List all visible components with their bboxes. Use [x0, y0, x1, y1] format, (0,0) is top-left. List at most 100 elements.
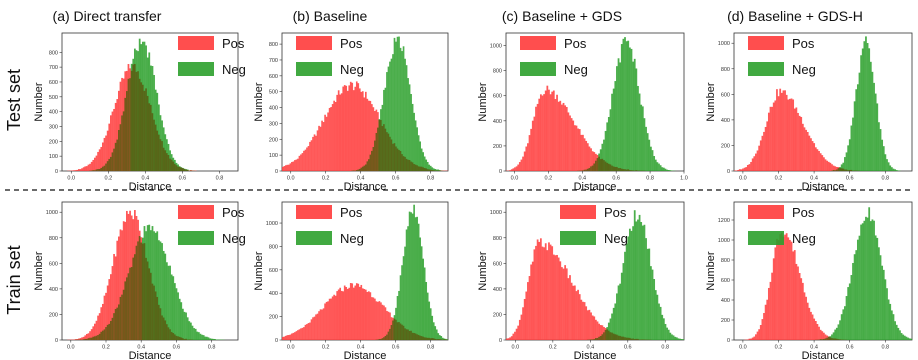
overlap-bar [431, 170, 434, 171]
neg-bar [907, 337, 909, 340]
overlap-bar [190, 170, 192, 171]
neg-bar [853, 254, 856, 340]
neg-bar [612, 307, 615, 340]
overlap-bar [632, 338, 634, 340]
pos-bar [803, 292, 806, 340]
pos-bar [368, 291, 370, 340]
neg-bar [892, 168, 895, 171]
overlap-bar [124, 97, 127, 171]
overlap-bar [839, 168, 841, 171]
legend-swatch-neg [748, 231, 784, 245]
legend-swatch-pos [560, 205, 596, 219]
pos-bar [86, 166, 88, 171]
overlap-bar [405, 158, 408, 171]
overlap-bar [164, 320, 167, 340]
y-tick-label: 600 [49, 261, 58, 267]
neg-bar [434, 326, 437, 340]
neg-bar [186, 317, 189, 340]
y-axis-label: Number [705, 251, 717, 290]
overlap-bar [386, 334, 388, 340]
pos-bar [567, 278, 570, 340]
overlap-bar [847, 170, 850, 171]
pos-bar [313, 316, 316, 340]
legend-label-neg: Neg [792, 231, 816, 246]
neg-bar [212, 338, 215, 340]
neg-bar [637, 219, 639, 340]
neg-bar [638, 93, 641, 171]
neg-bar [167, 265, 170, 340]
pos-bar [745, 167, 748, 171]
y-tick-label: 800 [269, 244, 278, 250]
pos-bar [291, 161, 293, 171]
pos-bar [583, 138, 586, 171]
overlap-bar [162, 147, 165, 171]
overlap-bar [416, 165, 418, 171]
pos-bar [750, 338, 752, 340]
neg-bar [640, 222, 643, 340]
overlap-bar [366, 161, 369, 171]
y-tick-label: 0 [727, 338, 730, 344]
pos-bar [517, 325, 520, 340]
pos-bar [315, 135, 317, 171]
pos-bar [510, 336, 513, 340]
neg-bar [401, 265, 403, 340]
neg-bar [193, 328, 195, 340]
overlap-bar [633, 339, 636, 340]
pos-bar [583, 302, 586, 340]
legend: Pos Neg [748, 205, 816, 246]
pos-bar [811, 141, 814, 171]
overlap-bar [166, 153, 168, 171]
pos-bar [354, 285, 357, 340]
neg-bar [837, 324, 840, 340]
y-tick-label: 800 [49, 236, 58, 242]
x-tick-label: 0.0 [512, 345, 520, 351]
histogram-panel: 0.0 0.2 0.4 0.6 0.8 0 200 400 600 800 1000 Distance… [477, 201, 685, 360]
overlap-bar [831, 338, 833, 340]
y-tick-label: 800 [721, 67, 730, 73]
pos-bar [798, 273, 801, 340]
pos-bar [78, 338, 80, 340]
pos-bar [358, 88, 361, 171]
overlap-bar [417, 334, 420, 340]
x-axis-label: Distance [129, 181, 172, 193]
overlap-bar [132, 64, 135, 171]
overlap-bar [410, 161, 412, 171]
neg-bar [666, 327, 668, 340]
pos-bar [121, 230, 123, 340]
pos-bar [769, 281, 772, 340]
y-tick-label: 1000 [718, 41, 730, 47]
overlap-bar [121, 294, 123, 340]
legend-swatch-neg [520, 62, 556, 76]
overlap-bar [92, 170, 95, 171]
pos-bar [108, 123, 111, 171]
pos-bar [533, 249, 536, 340]
neg-bar [847, 145, 850, 171]
overlap-bar [372, 146, 375, 171]
x-tick-label: 0.8 [646, 176, 654, 182]
overlap-bar [617, 168, 620, 171]
neg-bar [659, 165, 662, 171]
histogram-panel: 0.0 0.2 0.4 0.6 0.8 0 200 400 600 800 1000 Distance… [253, 201, 449, 360]
overlap-bar [92, 336, 95, 340]
overlap-bar [132, 257, 135, 340]
x-tick-label: 0.4 [810, 345, 818, 351]
overlap-bar [145, 88, 147, 171]
pos-bar [771, 106, 773, 171]
pos-bar [753, 156, 756, 171]
pos-bar [81, 168, 83, 171]
pos-bar [319, 126, 322, 171]
neg-bar [169, 265, 171, 340]
neg-bar [632, 61, 634, 172]
neg-bar [404, 58, 406, 171]
overlap-bar [609, 332, 612, 340]
neg-bar [897, 170, 900, 171]
overlap-bar [595, 160, 597, 171]
neg-bar [881, 139, 884, 171]
overlap-bar [398, 149, 400, 171]
pos-bar [585, 306, 588, 340]
pos-bar [349, 283, 352, 340]
overlap-bar [150, 272, 152, 340]
pos-bar [564, 265, 567, 340]
neg-bar [622, 263, 625, 340]
pos-bar [328, 298, 331, 340]
